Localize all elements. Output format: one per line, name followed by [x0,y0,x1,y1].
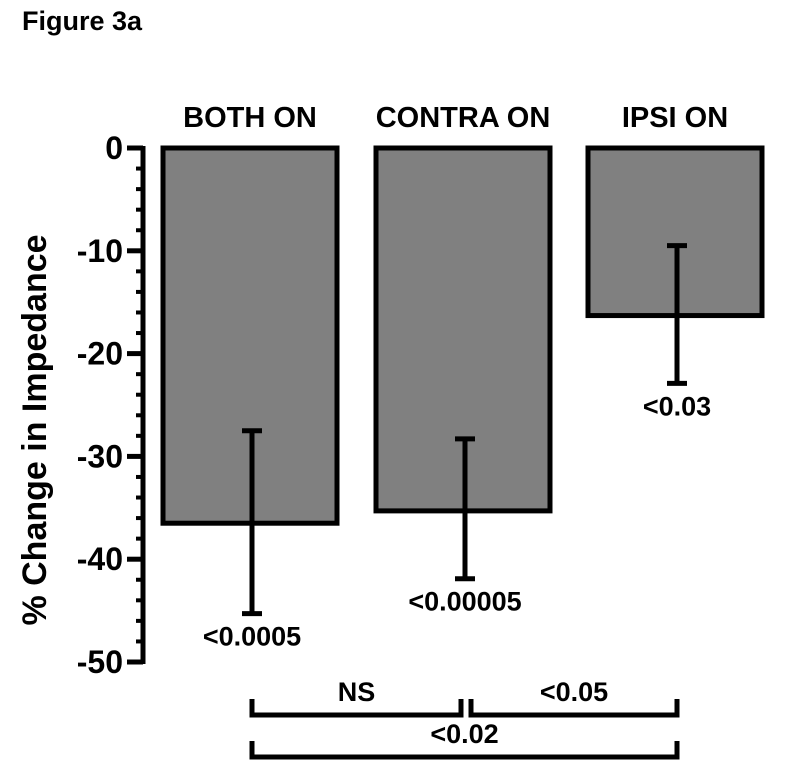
comparison-brackets: NS <0.05 <0.02 [249,677,680,760]
bar [160,145,340,526]
y-tick-label: -30 [77,438,123,474]
comparison-label: <0.05 [540,677,608,707]
comparison-label: NS [338,677,376,707]
figure-label: Figure 3a [22,6,143,36]
comparison-label: <0.02 [430,719,498,749]
category-labels: BOTH ON CONTRA ON IPSI ON [183,102,728,134]
comparison-bracket [249,741,680,760]
category-label: IPSI ON [622,102,728,134]
p-value-label: <0.00005 [408,587,521,617]
category-label: BOTH ON [183,102,317,134]
y-axis-title: % Change in Impedance [16,234,54,625]
comparison-bracket [249,699,464,718]
y-tick-label: -20 [77,336,123,372]
y-tick-label: -50 [77,644,123,680]
p-value-label: <0.0005 [203,622,301,652]
comparison-bracket [468,699,680,718]
y-tick-label: -10 [77,233,123,269]
bars: <0.0005 <0.00005 <0.03 [160,145,765,652]
category-label: CONTRA ON [376,102,551,134]
p-value-label: <0.03 [643,391,711,421]
y-tick-label: 0 [105,130,123,166]
y-axis: 0 -10 -20 -30 -40 -50 [77,130,146,680]
y-tick-label: -40 [77,541,123,577]
